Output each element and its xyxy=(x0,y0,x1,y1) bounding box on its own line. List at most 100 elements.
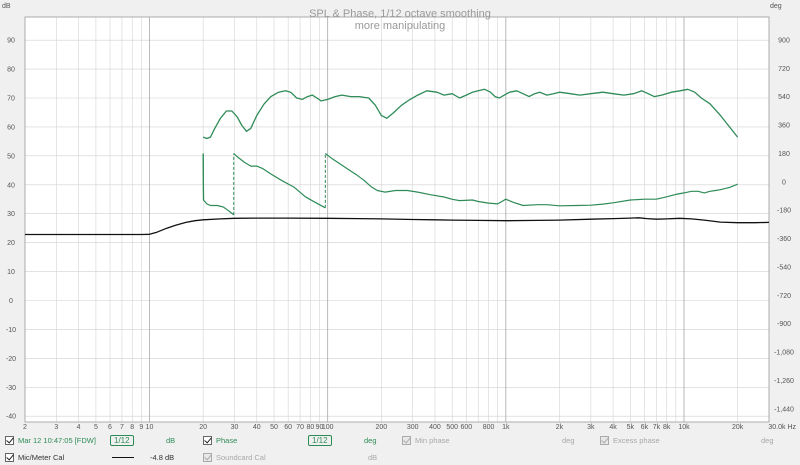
cal-line-swatch xyxy=(112,457,134,458)
x-tick-label: 4k xyxy=(609,424,617,430)
x-tick-label: 1k xyxy=(502,424,510,430)
series-line xyxy=(202,88,739,140)
x-tick-label: 40 xyxy=(253,424,261,430)
y-right-tick-label: -180 xyxy=(777,208,791,215)
x-tick-label: 5 xyxy=(94,424,98,430)
cal-swatch-wrap xyxy=(112,451,134,464)
x-tick-label: 6 xyxy=(108,424,112,430)
x-tick-label: 90 xyxy=(316,424,324,430)
x-tick-label: 2k xyxy=(556,424,564,430)
x-tick-label: 60 xyxy=(284,424,292,430)
x-tick-label: 6k xyxy=(641,424,649,430)
x-tick-label: 50 xyxy=(270,424,278,430)
x-tick-label: 10k xyxy=(678,424,690,430)
soundcard-unit-label: dB xyxy=(368,453,378,462)
x-tick-label: 10 xyxy=(146,424,154,430)
y-right-tick-label: -540 xyxy=(777,264,791,271)
x-tick-label: 800 xyxy=(483,424,495,430)
x-tick-label: 7 xyxy=(120,424,124,430)
x-tick-label: 400 xyxy=(429,424,441,430)
y-right-tick-label: -1,080 xyxy=(774,350,794,357)
phase-segment xyxy=(233,153,326,209)
y-left-unit-label: dB xyxy=(2,3,11,10)
soundcard-label: Soundcard Cal xyxy=(216,453,266,462)
x-tick-label: 200 xyxy=(375,424,387,430)
cal-label: Mic/Meter Cal xyxy=(18,453,65,462)
measurement-label: Mar 12 10:47:05 [FDW] xyxy=(18,436,96,445)
min-phase-unit: deg xyxy=(562,434,575,447)
min-phase-label: Min phase xyxy=(415,436,450,445)
y-left-tick-label: 10 xyxy=(7,269,15,276)
phase-smoothing[interactable]: 1/12 xyxy=(308,434,332,447)
legend-row-calibration: Mic/Meter Cal -4.8 dB Soundcard Cal dB xyxy=(0,449,800,465)
min-phase-unit-label: deg xyxy=(562,436,575,445)
x-tick-label: 80 xyxy=(307,424,315,430)
measurement-unit: dB xyxy=(166,434,175,447)
y-left-tick-label: 40 xyxy=(7,182,15,189)
smoothing-icon[interactable]: 1/12 xyxy=(110,435,134,446)
y-left-tick-label: -40 xyxy=(6,414,16,421)
cal-checkbox[interactable] xyxy=(5,453,14,462)
x-tick-label: 2 xyxy=(23,424,27,430)
y-left-tick-label: -20 xyxy=(6,356,16,363)
x-tick-label: 20k xyxy=(732,424,744,430)
y-right-tick-label: 180 xyxy=(778,151,790,158)
y-left-tick-label: 50 xyxy=(7,153,15,160)
excess-phase-unit-label: deg xyxy=(761,436,774,445)
x-tick-label: 8 xyxy=(130,424,134,430)
measurement-smoothing[interactable]: 1/12 xyxy=(110,434,134,447)
y-right-unit-label: deg xyxy=(770,3,782,10)
y-left-tick-label: 60 xyxy=(7,124,15,131)
y-right-tick-label: -1,260 xyxy=(774,378,794,385)
cal-value: -4.8 dB xyxy=(150,451,174,464)
x-tick-label: 3k xyxy=(587,424,595,430)
legend-panel: Mar 12 10:47:05 [FDW] 1/12 dB Phase 1/12… xyxy=(0,431,800,465)
chart-subtitle: more manipulating xyxy=(355,20,446,32)
measurement-checkbox[interactable] xyxy=(5,436,14,445)
series-line xyxy=(25,217,770,236)
excess-phase-toggle[interactable]: Excess phase xyxy=(600,434,660,447)
chart-title: SPL & Phase, 1/12 octave smoothing xyxy=(309,8,491,20)
measurement-toggle[interactable]: Mar 12 10:47:05 [FDW] xyxy=(5,434,96,447)
chart-canvas[interactable]: 9080706050403020100-10-20-30-40900720540… xyxy=(0,0,800,430)
measurement-unit-label: dB xyxy=(166,436,176,445)
y-right-tick-label: 720 xyxy=(778,66,790,73)
phase-checkbox[interactable] xyxy=(203,436,212,445)
y-left-tick-label: 30 xyxy=(7,211,15,218)
x-tick-label: 9 xyxy=(139,424,143,430)
x-tick-label: 30 xyxy=(231,424,239,430)
cal-value-label: -4.8 dB xyxy=(150,453,175,462)
x-tick-label: 5k xyxy=(627,424,635,430)
soundcard-unit: dB xyxy=(368,451,377,464)
phase-segment xyxy=(202,153,235,216)
phase-label: Phase xyxy=(216,436,238,445)
y-left-tick-label: -30 xyxy=(6,385,16,392)
y-left-tick-label: 20 xyxy=(7,240,15,247)
y-right-tick-label: -360 xyxy=(777,236,791,243)
y-left-tick-label: 0 xyxy=(9,298,13,305)
phase-toggle[interactable]: Phase xyxy=(203,434,237,447)
x-tick-label: 600 xyxy=(460,424,472,430)
min-phase-checkbox[interactable] xyxy=(402,436,411,445)
soundcard-checkbox[interactable] xyxy=(203,453,212,462)
x-tick-label: 500 xyxy=(446,424,458,430)
x-tick-label: 7k xyxy=(653,424,661,430)
x-tick-label: 4 xyxy=(77,424,81,430)
excess-phase-checkbox[interactable] xyxy=(600,436,609,445)
y-right-tick-label: -900 xyxy=(777,321,791,328)
min-phase-toggle[interactable]: Min phase xyxy=(402,434,450,447)
y-left-tick-label: 80 xyxy=(7,67,15,74)
cal-toggle[interactable]: Mic/Meter Cal xyxy=(5,451,64,464)
y-right-tick-label: 0 xyxy=(782,179,786,186)
x-tick-label: 20 xyxy=(199,424,207,430)
excess-phase-label: Excess phase xyxy=(613,436,660,445)
phase-segment xyxy=(324,153,738,207)
excess-phase-unit: deg xyxy=(761,434,774,447)
y-left-tick-label: 70 xyxy=(7,96,15,103)
soundcard-toggle[interactable]: Soundcard Cal xyxy=(203,451,266,464)
x-tick-label: 100 xyxy=(322,424,334,430)
x-tick-label: 300 xyxy=(407,424,419,430)
spl-phase-chart[interactable]: 90 80 70 60 50 40 30 20 10 0 -10 -20 -30 -40 900 720 540… xyxy=(0,0,800,430)
phase-smoothing-icon[interactable]: 1/12 xyxy=(308,435,332,446)
y-right-tick-label: -1,440 xyxy=(774,406,794,413)
